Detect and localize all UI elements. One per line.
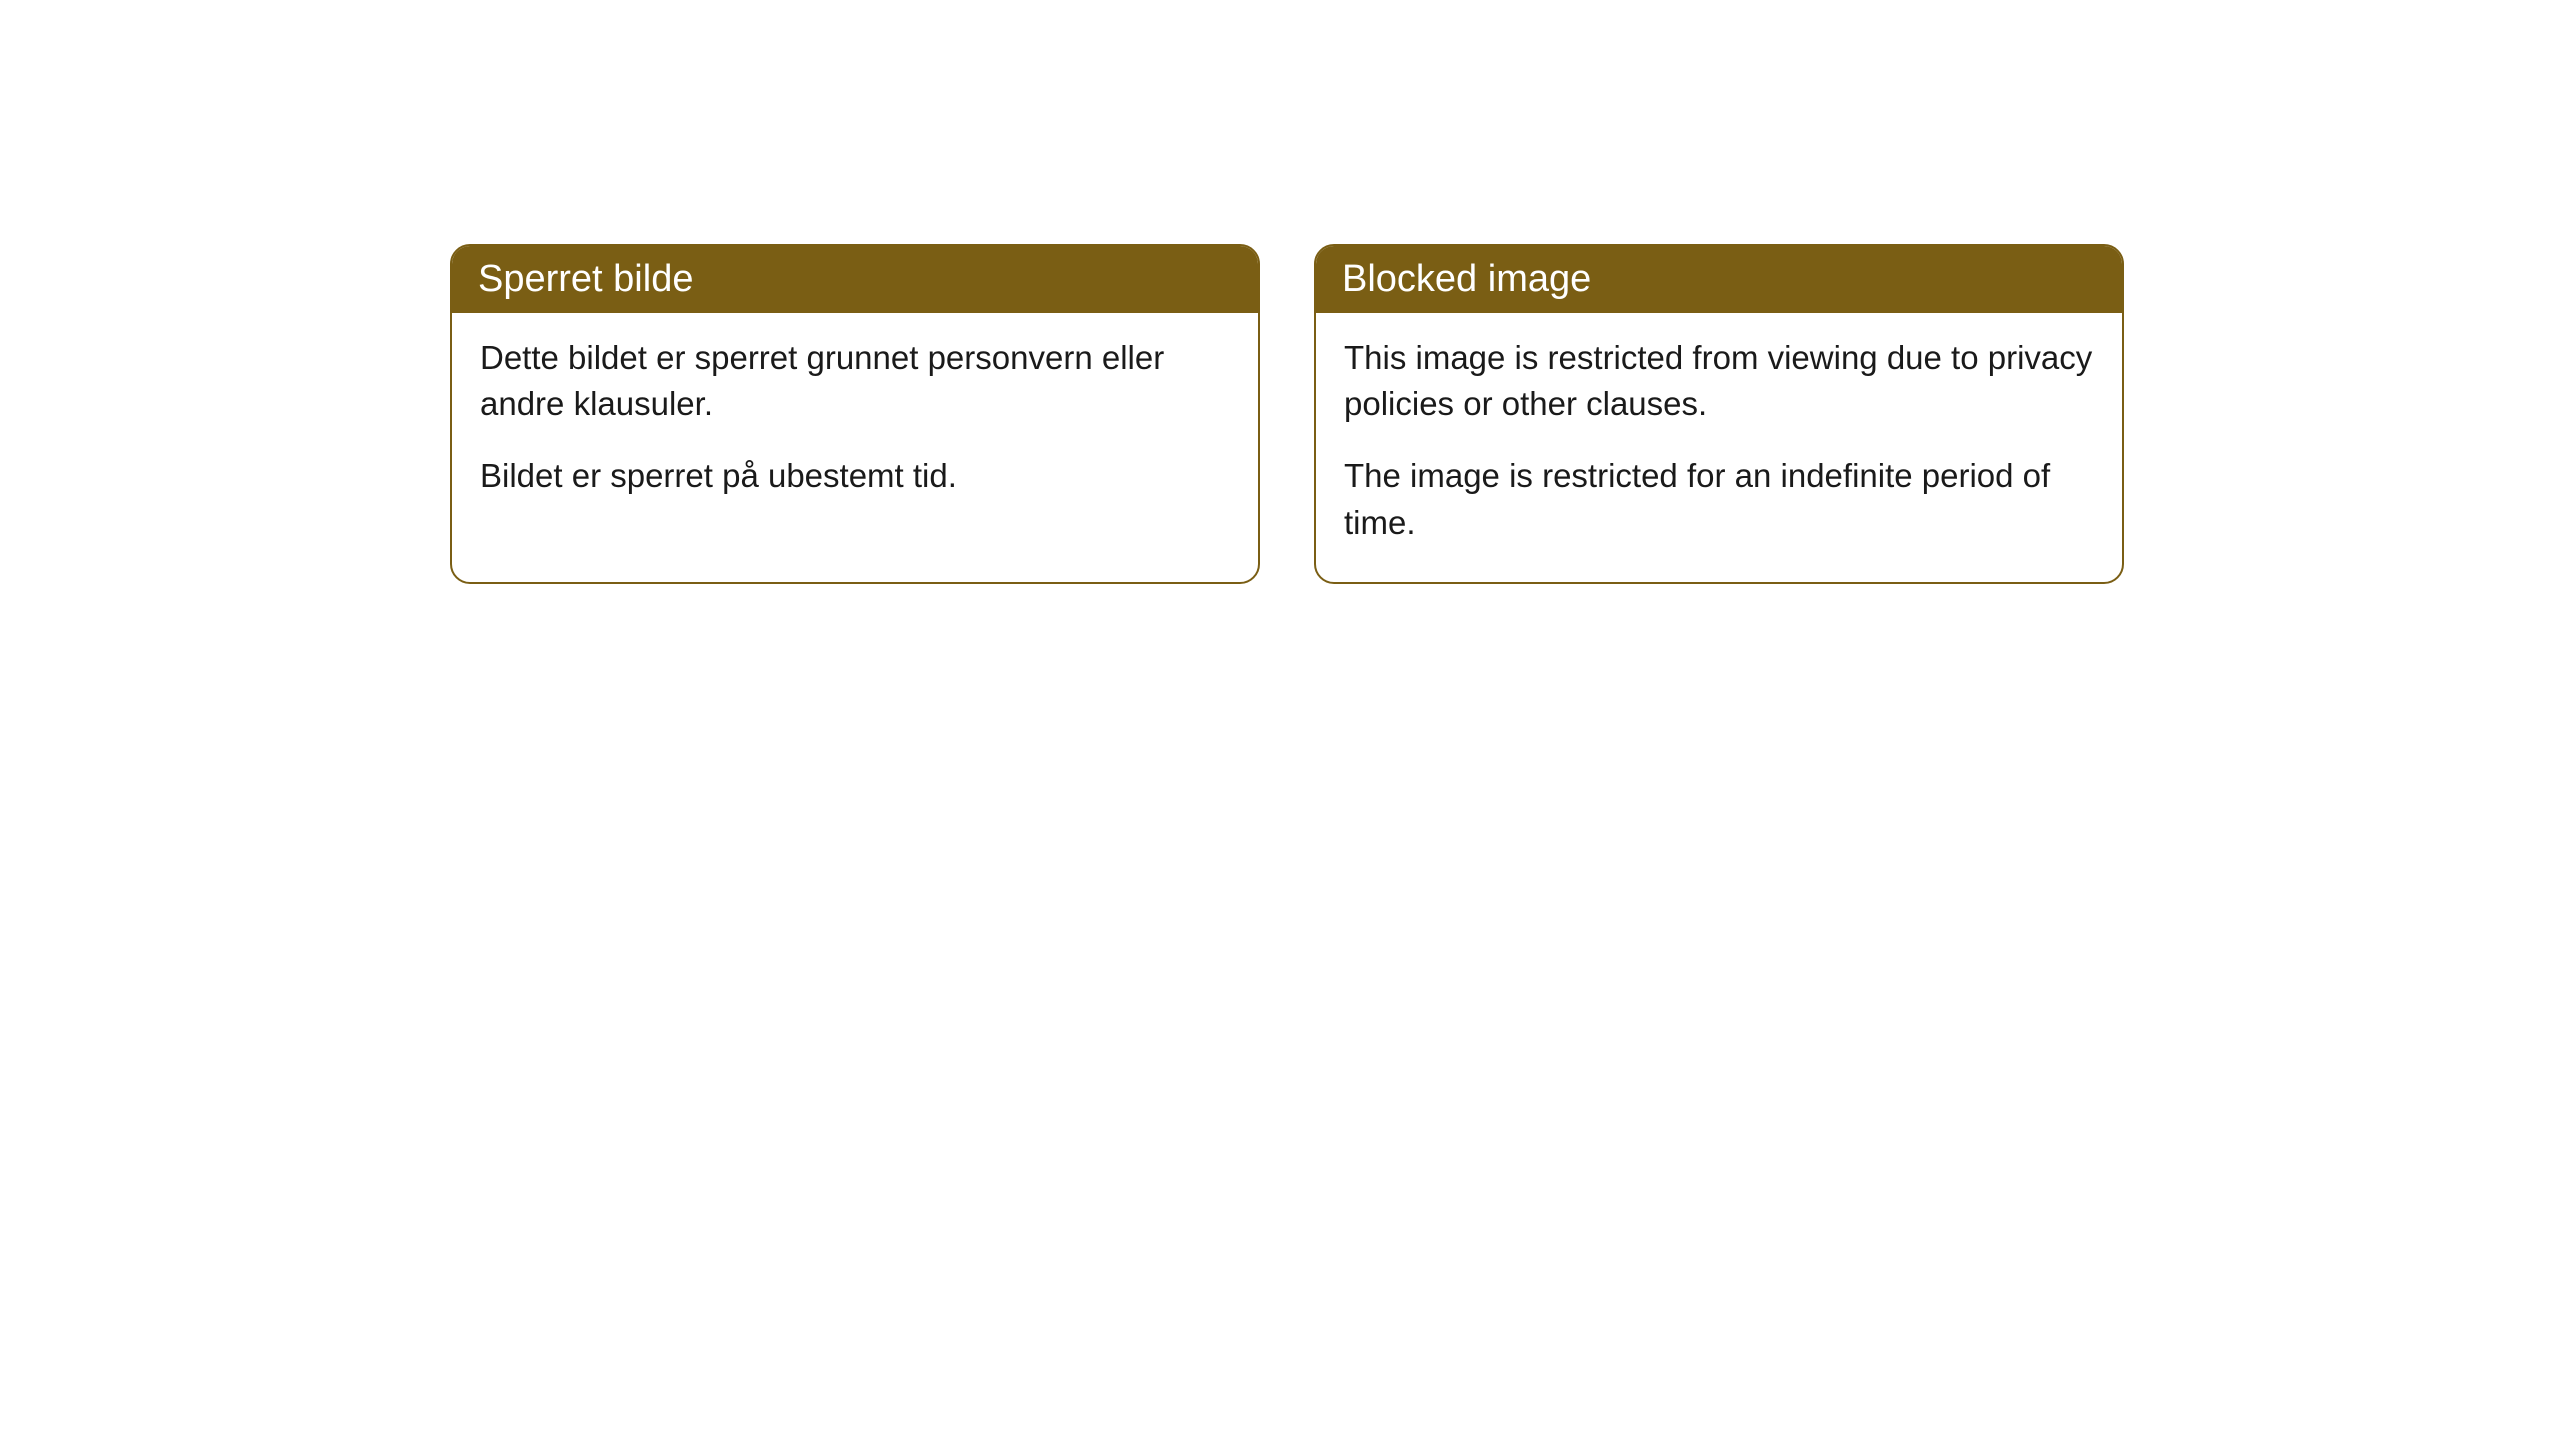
card-body-english: This image is restricted from viewing du… bbox=[1316, 313, 2122, 582]
info-card-norwegian: Sperret bilde Dette bildet er sperret gr… bbox=[450, 244, 1260, 584]
card-paragraph1-norwegian: Dette bildet er sperret grunnet personve… bbox=[480, 335, 1230, 427]
info-card-english: Blocked image This image is restricted f… bbox=[1314, 244, 2124, 584]
cards-container: Sperret bilde Dette bildet er sperret gr… bbox=[450, 244, 2124, 584]
card-paragraph2-norwegian: Bildet er sperret på ubestemt tid. bbox=[480, 453, 1230, 499]
card-header-english: Blocked image bbox=[1316, 246, 2122, 313]
card-header-norwegian: Sperret bilde bbox=[452, 246, 1258, 313]
card-title-english: Blocked image bbox=[1342, 258, 1591, 300]
card-body-norwegian: Dette bildet er sperret grunnet personve… bbox=[452, 313, 1258, 536]
card-title-norwegian: Sperret bilde bbox=[478, 258, 693, 300]
card-paragraph2-english: The image is restricted for an indefinit… bbox=[1344, 453, 2094, 545]
card-paragraph1-english: This image is restricted from viewing du… bbox=[1344, 335, 2094, 427]
